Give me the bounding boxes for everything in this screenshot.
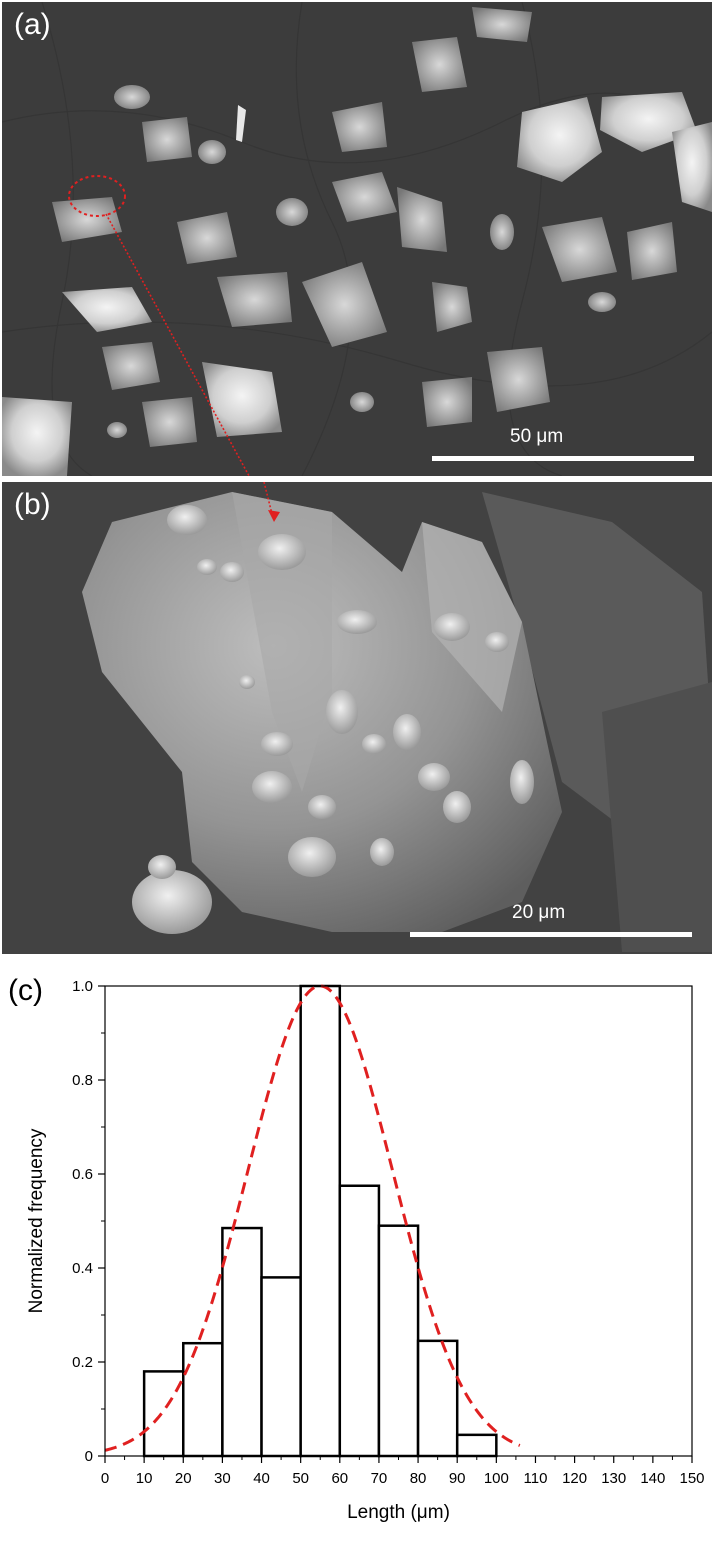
x-tick-label: 120 [562,1470,587,1487]
gaussian-fit-line [104,984,521,1452]
x-tick-label: 140 [640,1470,665,1487]
x-tick-label: 40 [253,1470,270,1487]
scale-bar-a [432,456,694,461]
histogram-bar-80-90 [416,1339,459,1458]
x-tick-label: 150 [679,1470,704,1487]
y-tick-label: 0.6 [72,1166,93,1183]
x-tick-label: 130 [601,1470,626,1487]
chart-axes: 0 10 20 30 40 50 60 70 80 90 100 110 120 130 140 150 0 0.… [72,978,704,1487]
length-histogram-chart: (c) 0 10 20 30 40 50 60 70 80 90 100 110 120 130 140 15… [8,974,705,1523]
sem-overview-graphic [2,2,712,476]
x-axis-label: Length (μm) [347,1502,450,1523]
zoom-arrow-head [268,510,280,522]
y-tick-label: 0.2 [72,1354,93,1371]
y-tick-label: 1.0 [72,978,93,995]
histogram-bar-90-100 [455,1433,498,1458]
sem-zoom-graphic [2,482,712,954]
x-tick-label: 70 [371,1470,388,1487]
panel-label-c: (c) [8,974,43,1007]
x-tick-label: 100 [484,1470,509,1487]
histogram-bar-60-70 [338,1184,381,1458]
x-tick-label: 60 [331,1470,348,1487]
scale-bar-b [410,932,692,937]
sem-image-overview: (a) 50 μm [2,2,712,476]
histogram-bar-20-30 [182,1341,224,1458]
histogram-bars [142,984,498,1458]
histogram-bar-40-50 [260,1276,302,1458]
x-tick-label: 110 [524,1470,548,1487]
zoom-arrow-line-b [263,482,273,515]
small-particles [132,505,534,934]
x-tick-label: 90 [449,1470,466,1487]
zoom-arrow-line [105,213,250,476]
x-tick-label: 0 [101,1470,109,1487]
sem-image-zoom: (b) 20 μm [2,482,712,954]
panel-label-a: (a) [14,8,51,41]
y-tick-label: 0.4 [72,1260,93,1277]
histogram-bar-70-80 [377,1224,420,1458]
y-tick-label: 0.8 [72,1072,93,1089]
scale-bar-label-b: 20 μm [512,902,566,923]
x-tick-label: 30 [214,1470,231,1487]
y-tick-label: 0 [85,1448,93,1465]
x-tick-label: 10 [136,1470,153,1487]
x-tick-label: 50 [292,1470,309,1487]
histogram-bar-30-40 [221,1226,263,1458]
highlight-circle [68,175,126,217]
histogram-bar-50-60 [299,984,342,1458]
panel-label-b: (b) [14,488,51,521]
scale-bar-label-a: 50 μm [510,426,564,447]
x-tick-label: 20 [175,1470,192,1487]
x-tick-label: 80 [410,1470,427,1487]
y-axis-label: Normalized frequency [26,1128,47,1313]
histogram-bar-10-20 [142,1370,185,1458]
particles [2,7,712,476]
